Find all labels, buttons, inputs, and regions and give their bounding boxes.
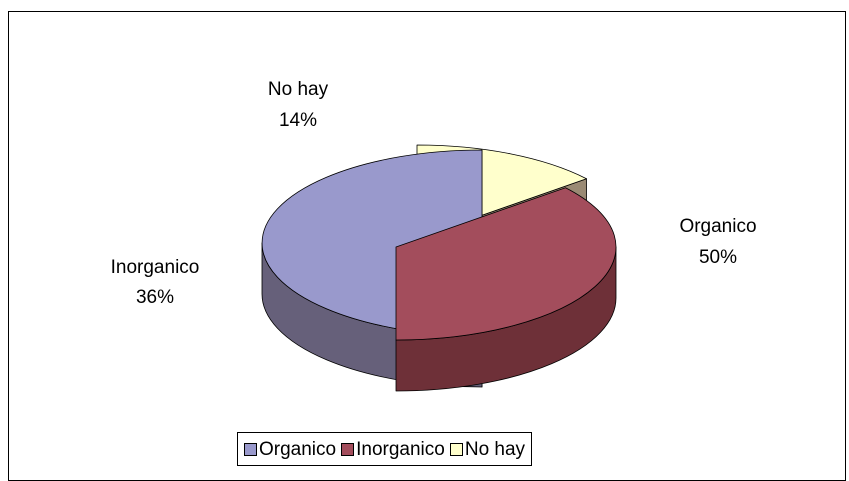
pie-slice-top-inorganico — [395, 187, 617, 341]
chart-legend: Organico Inorganico No hay — [237, 432, 533, 466]
legend-swatch-no-hay — [449, 442, 463, 456]
legend-item-no-hay: No hay — [449, 438, 526, 460]
slice-label-name-inorganico: Inorganico — [111, 257, 200, 278]
slice-label-value-inorganico: 36% — [136, 287, 174, 308]
legend-label-organico: Organico — [259, 438, 337, 460]
pie-chart: Organico 50% Inorganico 36% No hay 14% — [111, 79, 757, 392]
slice-label-value-no-hay: 14% — [279, 110, 317, 131]
slice-label-value-organico: 50% — [699, 247, 737, 268]
legend-label-inorganico: Inorganico — [356, 438, 445, 460]
legend-item-inorganico: Inorganico — [341, 440, 445, 459]
legend-item-organico: Organico — [244, 440, 336, 459]
legend-swatch-inorganico — [341, 442, 355, 456]
legend-swatch-organico — [244, 442, 257, 456]
slice-label-name-no-hay: No hay — [268, 79, 329, 100]
slice-label-name-organico: Organico — [679, 216, 756, 237]
legend-label-no-hay: No hay — [464, 438, 526, 460]
pie-slice-inorganico — [395, 187, 617, 392]
